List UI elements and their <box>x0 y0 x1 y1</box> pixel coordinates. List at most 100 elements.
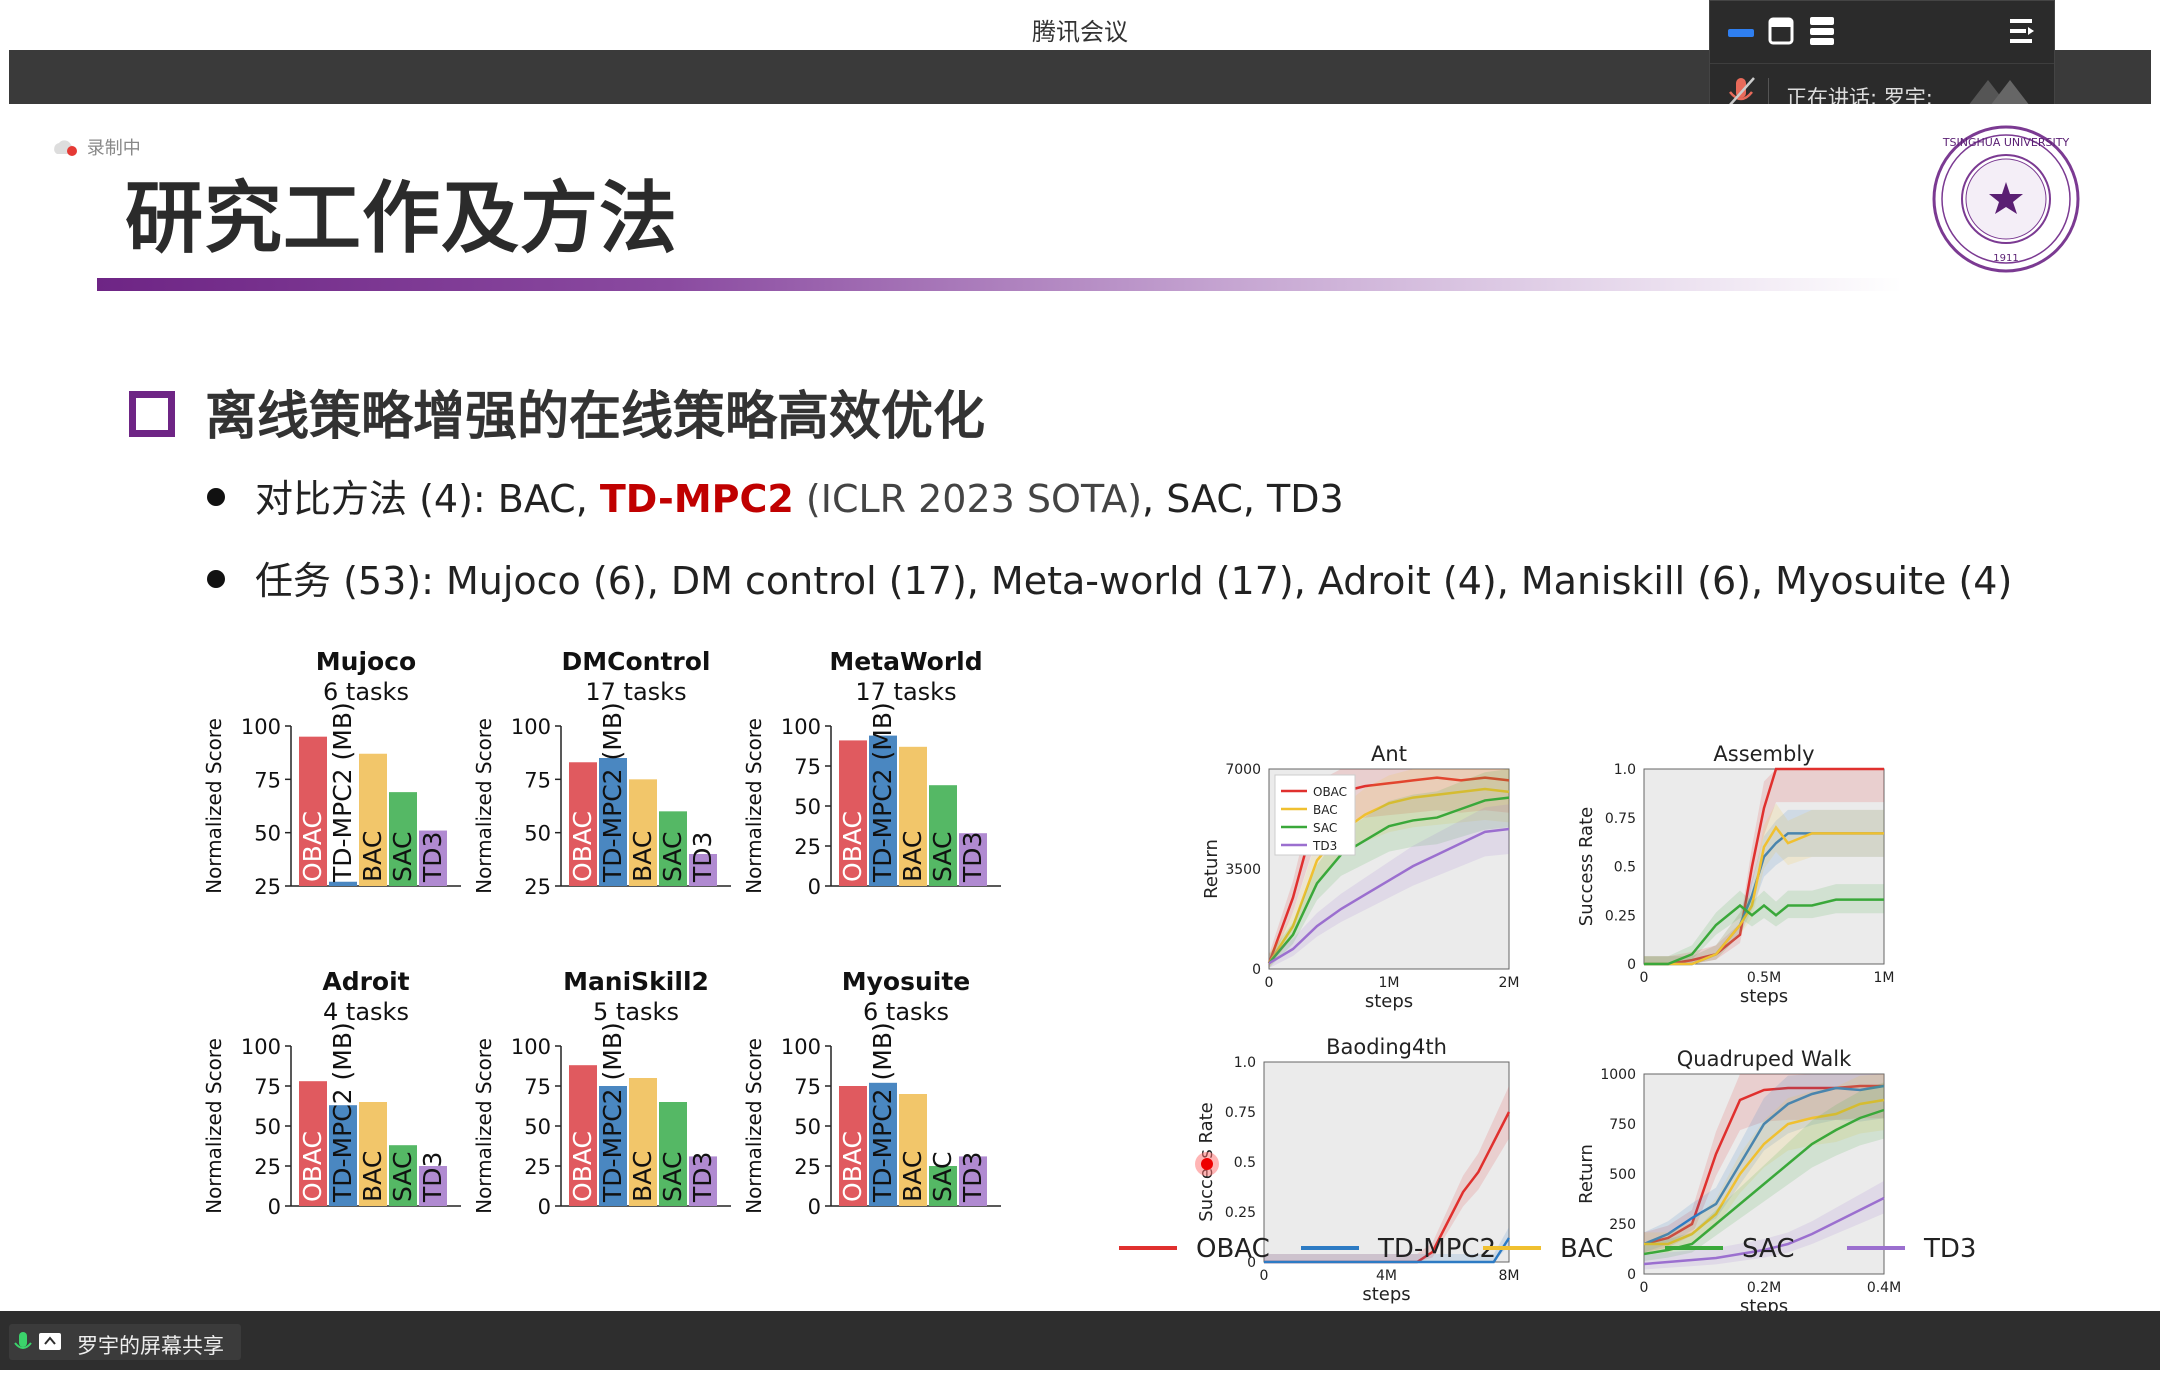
bar-chart-ytick-label: 100 <box>241 715 281 739</box>
legend-label-obac: OBAC <box>1196 1234 1270 1264</box>
bar-label: BAC <box>898 1151 927 1202</box>
series-line-td3 <box>1643 1196 1885 1266</box>
line-chart-xtick-label: 0 <box>1640 1280 1649 1296</box>
bar-chart-ytick-label: 75 <box>524 1075 551 1099</box>
recording-label: 录制中 <box>86 138 141 159</box>
bar-label: TD-MPC2 (MB) <box>328 1022 357 1203</box>
inline-legend-label: SAC <box>1313 821 1337 835</box>
bar-chart-ytick-label: 50 <box>524 822 551 846</box>
bar-chart-ytick-label: 100 <box>511 1035 551 1059</box>
bar-td3 <box>689 1156 717 1206</box>
series-line-sac <box>1644 898 1884 966</box>
line-chart-title: Quadruped Walk <box>1677 1047 1852 1071</box>
line-chart-xtick-label: 0 <box>1260 1268 1269 1284</box>
line-chart-title: Baoding4th <box>1326 1035 1447 1059</box>
bar-label: BAC <box>358 831 387 882</box>
bullet-dot-icon <box>207 488 225 506</box>
series-line-td-mpc2 <box>1264 1237 1511 1264</box>
series-line-td-mpc2 <box>1643 1084 1885 1246</box>
line-chart-xlabel: steps <box>1740 986 1788 1007</box>
bar-label: OBAC <box>298 1131 327 1202</box>
legend-label-td3: TD3 <box>1923 1234 1976 1264</box>
bar-chart-ytick-label: 100 <box>781 1035 821 1059</box>
legend-label-td-mpc2: TD-MPC2 <box>1377 1234 1496 1264</box>
bar-label: OBAC <box>568 811 597 882</box>
bar-td-mpc2-mb- <box>869 735 897 886</box>
member-list-icon[interactable] <box>2010 19 2034 43</box>
bar-chart-title: Myosuite <box>842 967 971 996</box>
bar-bac <box>899 746 927 886</box>
bar-label: SAC <box>928 1152 957 1202</box>
line-chart-ytick-label: 0.5 <box>1234 1155 1256 1171</box>
bar-chart-title: Mujoco <box>316 647 416 676</box>
line-chart-inline-legend: OBAC BAC SAC TD3 <box>1274 774 1356 856</box>
bar-chart-ytick-label: 25 <box>524 875 551 899</box>
line-chart-ylabel: Success Rate <box>1576 807 1597 926</box>
bar-chart-ytick-label: 100 <box>781 715 821 739</box>
line-chart-xtick-label: 0 <box>1640 970 1649 986</box>
series-line-obac <box>1644 767 1884 966</box>
bar-chart-ytick-label: 75 <box>524 768 551 792</box>
bar-chart-title: DMControl <box>562 647 711 676</box>
bar-label: BAC <box>628 831 657 882</box>
bar-label: SAC <box>388 832 417 882</box>
bar-chart-ytick-label: 100 <box>241 1035 281 1059</box>
bar-chart-ytick-label: 25 <box>254 875 281 899</box>
bullet-dot-icon <box>207 570 225 588</box>
bar-label: TD-MPC2 (MB) <box>598 702 627 883</box>
share-label: 罗宇的屏幕共享 <box>77 1334 224 1358</box>
bar-sac <box>929 1166 957 1206</box>
bar-bac <box>629 779 657 886</box>
logo-year: 1911 <box>1993 253 2018 264</box>
window-layout-icon[interactable] <box>1768 17 1794 45</box>
series-line-sac <box>1268 796 1510 965</box>
line-chart-ant: Ant steps Return 0 1M 2M 0 3500 7000 OBAC BAC SAC TD… <box>1201 742 1520 1012</box>
legend-label-bac: BAC <box>1560 1234 1613 1264</box>
line-chart-xtick-label: 0 <box>1265 975 1274 991</box>
mic-icon <box>14 1332 32 1349</box>
bar-chart-ytick-label: 75 <box>254 1075 281 1099</box>
series-band-bac <box>1269 769 1509 969</box>
minimize-icon[interactable] <box>1728 29 1754 37</box>
line-chart-ytick-label: 0.75 <box>1605 811 1636 827</box>
line-chart-ytick-label: 7000 <box>1225 762 1261 778</box>
bar-td3 <box>959 833 987 886</box>
bar-label: SAC <box>658 832 687 882</box>
bar-chart-ytick-label: 75 <box>794 1075 821 1099</box>
bar-label: OBAC <box>568 1131 597 1202</box>
recording-cloud-icon <box>54 140 77 156</box>
bar-chart-ytick-label: 0 <box>538 1195 551 1219</box>
line-chart-xtick-label: 1M <box>1379 975 1400 991</box>
mic-muted-icon <box>1728 77 1755 107</box>
bar-chart-ytick-label: 50 <box>254 1115 281 1139</box>
inline-legend-label: OBAC <box>1313 785 1347 799</box>
list-layout-icon[interactable] <box>1810 17 1834 45</box>
bullet-tasks: 任务 (53): Mujoco (6), DM control (17), Me… <box>207 550 2012 605</box>
line-chart-xtick-label: 0.5M <box>1747 970 1781 986</box>
bar-label: BAC <box>358 1151 387 1202</box>
series-band-td-mpc2 <box>1264 1227 1509 1262</box>
line-chart-ytick-label: 0 <box>1627 957 1636 973</box>
bar-bac <box>629 1078 657 1206</box>
bullet-methods-prefix: 对比方法 (4): BAC, <box>255 477 600 521</box>
bar-label: BAC <box>898 831 927 882</box>
bar-td3 <box>419 830 447 886</box>
panel-toolbar <box>1710 1 2054 63</box>
share-status-icons <box>14 1332 61 1350</box>
line-chart-ylabel: Return <box>1576 1144 1597 1204</box>
screen-share-tag[interactable]: 罗宇的屏幕共享 <box>9 1324 241 1360</box>
bar-label: SAC <box>388 1152 417 1202</box>
line-chart-xtick-label: 2M <box>1499 975 1520 991</box>
panel-toolbar-icons <box>1728 17 2034 45</box>
series-line-obac <box>1643 1084 1884 1246</box>
series-band-sac <box>1269 769 1509 969</box>
bar-chart-ytick-label: 75 <box>254 768 281 792</box>
bar-obac <box>839 1086 867 1206</box>
logo-text: TSINGHUA UNIVERSITY <box>1942 136 2070 149</box>
